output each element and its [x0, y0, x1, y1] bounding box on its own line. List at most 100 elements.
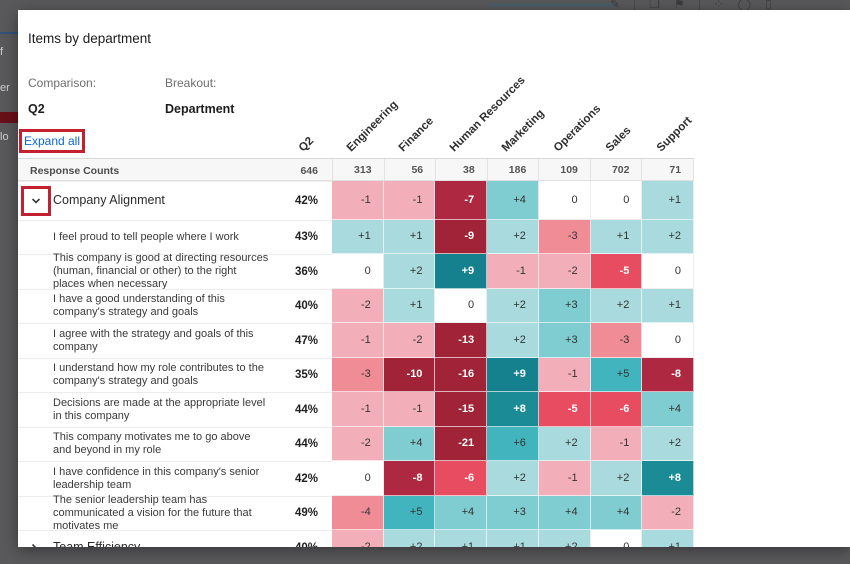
- response-counts-row: Response Counts 646 313 56 38 186 109 702 71: [18, 158, 695, 181]
- item-row: This company motivates me to go above an…: [18, 426, 695, 461]
- grid-dots-icon: ⁘: [713, 0, 724, 10]
- heatmap-cell: +2: [487, 323, 539, 358]
- heatmap-cell: +2: [487, 288, 539, 323]
- item-row: I have confidence in this company's seni…: [18, 461, 695, 496]
- heatmap-cell: +4: [538, 495, 591, 530]
- heatmap-cell: +2: [383, 254, 436, 289]
- heatmap-cell: +4: [487, 181, 539, 220]
- heatmap-cell: -15: [435, 392, 488, 427]
- heatmap-cell: 0: [642, 254, 695, 289]
- breakout-value: Department: [165, 102, 235, 116]
- heatmap-cell: +1: [435, 530, 488, 547]
- response-count-cell: 56: [383, 159, 436, 180]
- heatmap-cell: -2: [332, 530, 384, 547]
- heatmap-cell: 0: [332, 461, 384, 496]
- column-header-operations: Operations: [551, 102, 604, 155]
- item-label: I understand how my role contributes to …: [53, 362, 264, 388]
- item-label: Decisions are made at the appropriate le…: [53, 396, 266, 422]
- annotation-box-collapse-chevron: [21, 185, 51, 216]
- chevron-down-icon[interactable]: [30, 195, 42, 207]
- column-header-finance: Finance: [396, 115, 436, 155]
- response-count-cell: 186: [486, 159, 539, 180]
- response-count-cell: 38: [435, 159, 487, 180]
- item-row: I feel proud to tell people where I work…: [18, 219, 695, 254]
- heatmap-cell: +1: [487, 530, 539, 547]
- heatmap-cell: +2: [590, 288, 643, 323]
- q2-percentage: 36%: [294, 265, 318, 278]
- item-row: The senior leadership team has communica…: [18, 493, 695, 532]
- group-label: Team Efficiency: [18, 541, 282, 547]
- heatmap-cell: -1: [332, 323, 384, 358]
- heatmap-cell: -21: [435, 426, 488, 461]
- heatmap-cell: -5: [538, 392, 591, 427]
- item-label: I agree with the strategy and goals of t…: [53, 327, 254, 353]
- heatmap-cell: -9: [435, 219, 488, 254]
- background-tab-underline: [0, 32, 18, 34]
- heatmap-cell: +4: [435, 495, 488, 530]
- q2-percentage: 44%: [294, 403, 318, 416]
- q2-percentage: 42%: [294, 472, 318, 485]
- pen-icon: ✎: [610, 0, 621, 10]
- items-by-department-modal: Items by department Comparison: Q2 Break…: [18, 10, 850, 547]
- breakout-label: Breakout:: [165, 76, 217, 90]
- response-count-total: 646: [300, 164, 318, 177]
- toolbar-separator: [634, 0, 636, 10]
- heatmap-cell: +2: [487, 461, 539, 496]
- item-label: I feel proud to tell people where I work: [53, 230, 239, 243]
- response-count-cell: 109: [538, 159, 590, 180]
- heatmap-cell: +2: [487, 219, 539, 254]
- heatmap-cell: +1: [590, 219, 643, 254]
- item-label: The senior leadership team has communica…: [53, 493, 252, 532]
- heatmap-cell: +2: [538, 530, 591, 547]
- expand-all-link[interactable]: Expand all: [23, 134, 81, 148]
- heatmap-cell: -2: [538, 254, 591, 289]
- heatmap-cell: -8: [383, 461, 436, 496]
- heatmap-cell: -7: [435, 181, 488, 220]
- heatmap-cell: +9: [435, 254, 488, 289]
- heatmap-cell: +3: [538, 323, 591, 358]
- annotation-box-expand-all: Expand all: [19, 129, 85, 153]
- heatmap-cell: -4: [332, 495, 384, 530]
- heatmap-cell: +2: [383, 530, 436, 547]
- item-label: This company motivates me to go above an…: [53, 431, 251, 457]
- heatmap-cell: +2: [642, 426, 695, 461]
- heatmap-cell: -13: [435, 323, 488, 358]
- heatmap-cell: -1: [487, 254, 539, 289]
- document-icon: ❐: [649, 0, 660, 10]
- heatmap-cell: 0: [538, 181, 591, 220]
- group-row: Company Alignment 42% -1 -1 -7 +4 0 0 +1: [18, 181, 695, 220]
- heatmap-cell: +2: [590, 461, 643, 496]
- heatmap-cell: -5: [590, 254, 643, 289]
- heatmap-cell: -3: [332, 357, 384, 392]
- q2-percentage: 40%: [294, 300, 318, 313]
- column-header-q2: Q2: [296, 134, 317, 155]
- heatmap-cell: -1: [332, 181, 384, 220]
- heatmap-cell: +2: [538, 426, 591, 461]
- heatmap-cell: +8: [642, 461, 695, 496]
- response-counts-label: Response Counts: [30, 164, 120, 177]
- modal-title: Items by department: [28, 31, 152, 46]
- column-header-sales: Sales: [603, 124, 634, 155]
- item-label: This company is good at directing resour…: [53, 252, 269, 291]
- heatmap-cell: +8: [487, 392, 539, 427]
- heatmap-cell: -1: [590, 426, 643, 461]
- heatmap-cell: +5: [383, 495, 436, 530]
- background-text-fragment: lo: [0, 131, 9, 143]
- heatmap-cell: +1: [383, 288, 436, 323]
- background-link-text: [488, 3, 616, 7]
- response-count-cell: 702: [589, 159, 642, 180]
- heatmap-cell: -3: [538, 219, 591, 254]
- heatmap-cell: -6: [590, 392, 643, 427]
- panel-icon: ▯: [765, 0, 772, 10]
- heatmap-cell: -10: [383, 357, 436, 392]
- response-count-cell: 71: [641, 159, 695, 180]
- heatmap-cell: +6: [487, 426, 539, 461]
- q2-percentage: 43%: [294, 231, 318, 244]
- heatmap-cell: 0: [590, 181, 643, 220]
- chevron-right-icon[interactable]: [28, 542, 40, 547]
- column-header-marketing: Marketing: [499, 107, 547, 155]
- heatmap-cell: +1: [642, 288, 695, 323]
- heatmap-cell: -2: [383, 323, 436, 358]
- heatmap-table: Response Counts 646 313 56 38 186 109 702 71 Comp…: [18, 158, 695, 547]
